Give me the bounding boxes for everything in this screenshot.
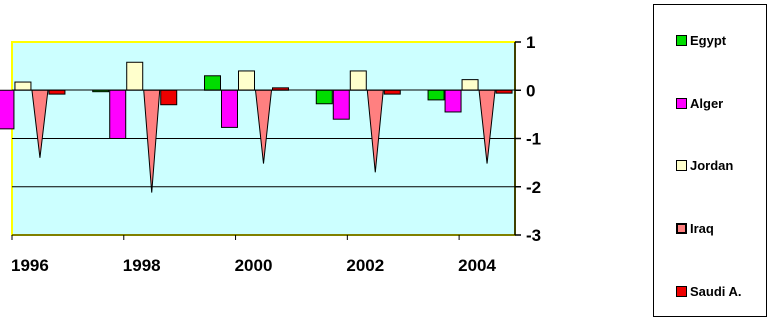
legend-item-saudi-a: Saudi A.: [676, 284, 742, 299]
bar-alger-2002: [332, 89, 350, 120]
bar-jordan-1998: [126, 61, 144, 91]
bar-jordan-2000: [238, 70, 255, 91]
legend-swatch: [676, 223, 687, 234]
x-tick-label: 2000: [235, 256, 273, 275]
bars: [0, 61, 513, 193]
bar-alger-2004: [444, 89, 462, 113]
legend-label: Alger: [690, 96, 724, 111]
legend-item-iraq: Iraq: [676, 221, 714, 236]
bar-saudi-a-1998: [160, 89, 178, 106]
legend-label: Iraq: [690, 221, 714, 236]
y-tick-label: -3: [526, 226, 541, 245]
bar-egypt-2002: [315, 89, 333, 105]
legend-item-jordan: Jordan: [676, 158, 733, 173]
bar-saudi-a-1996: [48, 89, 66, 95]
bar-alger-1996: [0, 89, 15, 130]
legend: Egypt Alger Jordan Iraq Saudi A.: [653, 4, 767, 317]
bar-alger-2000: [221, 89, 238, 128]
legend-swatch: [676, 286, 687, 297]
legend-item-egypt: Egypt: [676, 33, 726, 48]
legend-swatch: [676, 160, 687, 171]
bar-saudi-a-2002: [383, 89, 401, 95]
legend-label: Jordan: [690, 158, 734, 173]
bar-jordan-1996: [14, 81, 32, 91]
y-axis-ticks: 1 0 -1 -2 -3: [515, 33, 541, 245]
x-tick-label: 2002: [346, 256, 384, 275]
legend-label: Egypt: [690, 33, 727, 48]
legend-label: Saudi A.: [690, 284, 742, 299]
y-tick-label: 0: [526, 81, 535, 100]
bar-jordan-2002: [349, 70, 367, 91]
x-tick-label: 2004: [458, 256, 496, 275]
x-tick-label: 1998: [123, 256, 161, 275]
bar-egypt-2000: [204, 75, 221, 91]
bar-egypt-2004: [427, 89, 445, 101]
y-tick-label: -2: [526, 178, 541, 197]
legend-swatch: [676, 35, 687, 46]
bar-jordan-2004: [461, 79, 479, 91]
y-tick-label: -1: [526, 130, 541, 149]
bar-saudi-a-2004: [495, 89, 513, 94]
bar-alger-1998: [109, 89, 127, 139]
x-tick-label: 1996: [11, 256, 49, 275]
legend-swatch: [676, 98, 687, 109]
legend-item-alger: Alger: [676, 96, 723, 111]
y-tick-label: 1: [526, 33, 535, 52]
x-axis-ticks: 1996 1998 2000 2002 2004: [11, 235, 497, 275]
